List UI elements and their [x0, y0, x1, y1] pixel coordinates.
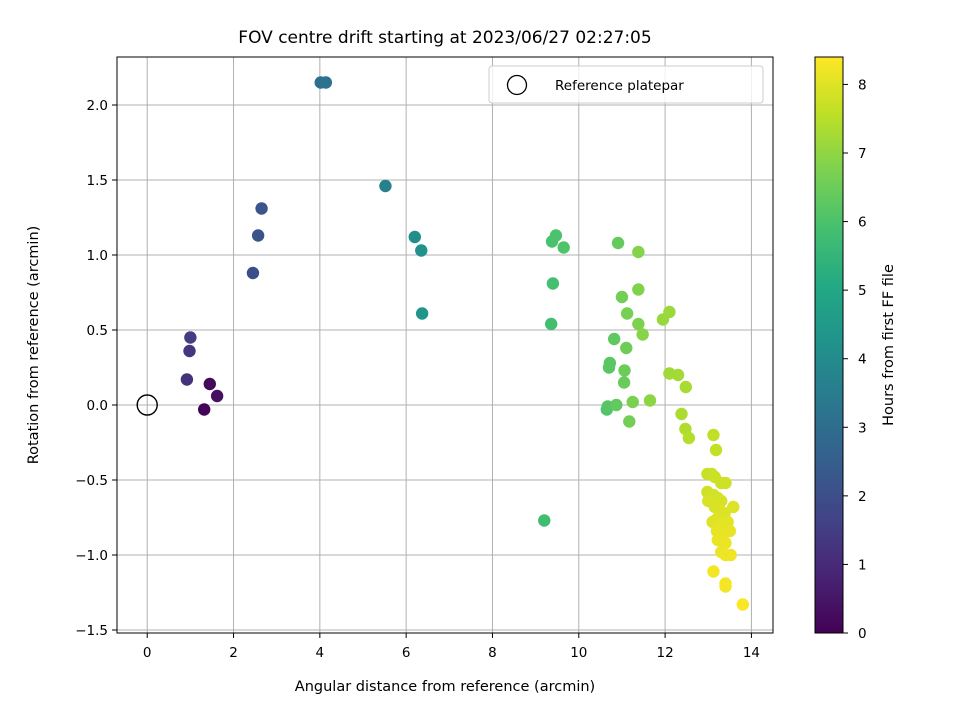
- scatter-point: [636, 328, 649, 341]
- scatter-point: [246, 266, 260, 280]
- colorbar: 0 1 2 3 4 5 6 7 8 Hours from first FF file: [814, 56, 897, 642]
- legend: Reference platepar: [488, 65, 764, 104]
- scatter-point: [723, 524, 737, 538]
- colorbar-tick-label: 6: [858, 215, 867, 231]
- scatter-point: [610, 398, 623, 412]
- colorbar-tick-label: 0: [858, 626, 867, 642]
- scatter-point: [682, 431, 696, 445]
- scatter-point: [415, 244, 428, 257]
- x-axis-ticks: 0 2 4 6 8 10 12 14: [143, 633, 760, 661]
- scatter-point: [623, 415, 636, 428]
- x-tick-label: 10: [570, 645, 587, 661]
- y-tick-label: 1.5: [87, 173, 108, 189]
- scatter-point: [197, 403, 211, 416]
- scatter-point: [719, 476, 732, 490]
- chart-title: FOV centre drift starting at 2023/06/27 …: [238, 28, 651, 48]
- scatter-point: [408, 230, 421, 244]
- colorbar-tick-label: 4: [858, 352, 867, 368]
- x-axis-label: Angular distance from reference (arcmin): [295, 679, 595, 695]
- scatter-point: [626, 395, 639, 409]
- scatter-point: [736, 598, 749, 611]
- scatter-point: [709, 443, 723, 457]
- y-tick-label: −0.5: [75, 473, 108, 489]
- scatter-point: [183, 344, 196, 358]
- scatter-point: [184, 331, 197, 344]
- scatter-point: [620, 341, 633, 355]
- colorbar-ticks: 0 1 2 3 4 5 6 7 8: [843, 77, 867, 642]
- plot-frame: [116, 56, 774, 634]
- y-tick-label: 0.5: [87, 323, 108, 339]
- x-tick-label: 0: [143, 645, 152, 661]
- scatter-point: [643, 394, 657, 407]
- x-tick-label: 4: [316, 645, 325, 661]
- scatter-point: [549, 229, 563, 242]
- grid: [117, 57, 773, 633]
- colorbar-gradient: [814, 56, 844, 634]
- scatter-point: [663, 305, 676, 319]
- x-tick-label: 14: [743, 645, 760, 661]
- colorbar-tick-label: 8: [858, 77, 867, 93]
- scatter-point: [618, 364, 631, 377]
- y-tick-label: −1.5: [75, 623, 108, 639]
- scatter-point: [538, 514, 551, 527]
- scatter-point: [557, 241, 570, 254]
- scatter-point: [544, 317, 558, 331]
- scatter-point: [603, 356, 617, 370]
- scatter-point: [727, 500, 740, 514]
- scatter-point: [707, 565, 720, 578]
- scatter-point: [319, 76, 333, 89]
- x-tick-label: 2: [229, 645, 238, 661]
- scatter-point: [210, 389, 224, 403]
- y-tick-label: 0.0: [87, 398, 108, 414]
- legend-marker: [506, 74, 528, 96]
- colorbar-tick-label: 5: [858, 283, 867, 299]
- scatter-point: [379, 179, 392, 193]
- scatter-point: [255, 202, 268, 215]
- colorbar-label: Hours from first FF file: [881, 264, 897, 426]
- x-tick-label: 8: [488, 645, 497, 661]
- scatter-point: [719, 580, 732, 593]
- y-axis-ticks: −1.5 −1.0 −0.5 0.0 0.5 1.0 1.5 2.0: [75, 98, 117, 639]
- scatter-point: [632, 283, 645, 296]
- reference-platepar-marker: [136, 394, 158, 416]
- y-tick-label: 1.0: [87, 248, 108, 264]
- scatter-point: [671, 368, 685, 382]
- scatter-point: [415, 307, 429, 320]
- x-tick-label: 6: [402, 645, 411, 661]
- colorbar-tick-label: 3: [858, 420, 867, 436]
- scatter-point: [707, 428, 720, 442]
- scatter-points: [136, 76, 749, 611]
- legend-label: Reference platepar: [555, 78, 684, 94]
- scatter-point: [632, 317, 645, 331]
- scatter-point: [724, 548, 737, 562]
- scatter-point: [675, 407, 688, 421]
- scatter-point: [611, 236, 625, 250]
- scatter-point: [615, 290, 629, 304]
- scatter-point: [607, 332, 621, 346]
- scatter-point: [632, 245, 645, 259]
- colorbar-tick-label: 7: [858, 146, 867, 162]
- colorbar-tick-label: 1: [858, 557, 867, 573]
- scatter-point: [546, 277, 560, 290]
- y-tick-label: 2.0: [87, 98, 108, 114]
- legend-box: [488, 65, 764, 104]
- scatter-point: [203, 377, 216, 391]
- x-tick-label: 12: [657, 645, 674, 661]
- scatter-point: [620, 307, 634, 320]
- colorbar-tick-label: 2: [858, 489, 867, 505]
- scatter-point: [180, 373, 194, 386]
- scatter-point: [251, 229, 265, 242]
- y-tick-label: −1.0: [75, 548, 108, 564]
- y-axis-label: Rotation from reference (arcmin): [26, 226, 42, 465]
- scatter-point: [679, 380, 693, 394]
- scatter-point: [617, 376, 631, 389]
